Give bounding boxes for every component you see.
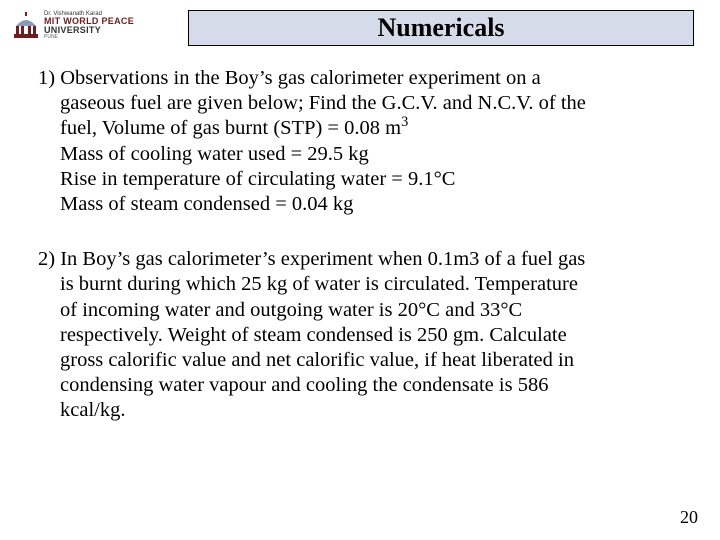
q1-num: 1) xyxy=(38,67,55,89)
q2-l7: kcal/kg. xyxy=(60,399,125,421)
q1-l1: Observations in the Boy’s gas calorimete… xyxy=(60,67,540,89)
q2-l1: In Boy’s gas calorimeter’s experiment wh… xyxy=(60,248,585,270)
question-2: 2) In Boy’s gas calorimeter’s experiment… xyxy=(20,247,700,423)
q2-l5: gross calorific value and net calorific … xyxy=(60,349,574,371)
content: 1) Observations in the Boy’s gas calorim… xyxy=(20,66,700,424)
title-box: Numericals xyxy=(188,10,694,46)
question-1: 1) Observations in the Boy’s gas calorim… xyxy=(20,66,700,217)
q1-l5: Rise in temperature of circulating water… xyxy=(60,168,455,190)
q2-l2: is burnt during which 25 kg of water is … xyxy=(60,273,578,295)
q1-l3a: fuel, Volume of gas burnt (STP) = 0.08 m xyxy=(60,117,401,139)
q1-l6: Mass of steam condensed = 0.04 kg xyxy=(60,193,353,215)
page-title: Numericals xyxy=(377,13,504,43)
q2-l4: respectively. Weight of steam condensed … xyxy=(60,324,567,346)
q2-l6: condensing water vapour and cooling the … xyxy=(60,374,548,396)
dome-icon xyxy=(12,10,40,40)
q1-l2: gaseous fuel are given below; Find the G… xyxy=(60,92,586,114)
page-number: 20 xyxy=(680,507,698,528)
q2-num: 2) xyxy=(38,248,55,270)
q1-l4: Mass of cooling water used = 29.5 kg xyxy=(60,143,369,165)
logo: Dr. Vishwanath Karad MIT WORLD PEACE UNI… xyxy=(12,10,134,40)
logo-text: Dr. Vishwanath Karad MIT WORLD PEACE UNI… xyxy=(44,11,134,40)
q2-l3: of incoming water and outgoing water is … xyxy=(60,299,522,321)
logo-tag: PUNE xyxy=(44,35,134,40)
q1-l3-sup: 3 xyxy=(401,115,408,131)
